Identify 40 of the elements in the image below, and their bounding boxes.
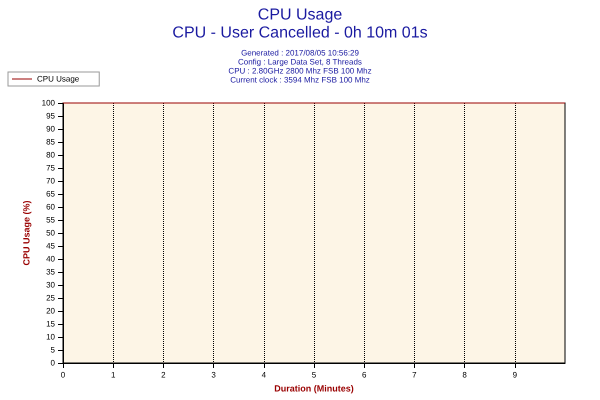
y-tick-label: 35 <box>46 268 56 276</box>
x-tick-label: 6 <box>362 370 367 380</box>
y-tick-label: 65 <box>46 190 56 198</box>
text: Generated : 2017/08/05 10:56:29 <box>241 48 360 58</box>
text: Config : Large Data Set, 8 Threads <box>238 58 362 66</box>
x-axis-title: Duration (Minutes) <box>274 383 354 394</box>
y-tick-label: 5 <box>50 346 56 354</box>
y-tick-label: 70 <box>46 176 56 186</box>
chart-title: CPU Usage <box>258 6 342 24</box>
y-tick-label: 100 <box>42 98 56 108</box>
x-tick-label: 8 <box>462 370 468 380</box>
x-tick-label: 4 <box>262 370 267 380</box>
y-tick-label: 80 <box>46 150 56 160</box>
y-tick-label: 75 <box>46 164 56 172</box>
y-tick-label: 95 <box>46 112 56 120</box>
x-tick-label: 0 <box>60 370 66 380</box>
text: CPU : 2.80GHz 2800 Mhz FSB 100 Mhz <box>228 66 372 76</box>
y-tick-label: 0 <box>50 358 56 368</box>
text: Current clock : 3594 Mhz FSB 100 Mhz <box>230 76 370 84</box>
x-tick-label: 7 <box>412 370 418 380</box>
y-axis-title: CPU Usage (%) <box>21 200 32 266</box>
x-tick-label: 1 <box>110 370 116 380</box>
y-tick-label: 90 <box>46 124 56 134</box>
y-tick-label: 15 <box>46 320 56 328</box>
x-tick-label: 9 <box>512 370 518 380</box>
y-tick-label: 60 <box>46 202 56 212</box>
y-tick-label: 30 <box>46 280 56 290</box>
x-tick-label: 3 <box>211 370 216 380</box>
y-tick-label: 25 <box>46 294 56 302</box>
x-tick-label: 5 <box>312 370 317 380</box>
x-tick-label: 2 <box>161 370 166 380</box>
y-tick-label: 45 <box>46 242 56 250</box>
chart-subtitle: CPU - User Cancelled - 0h 10m 01s <box>172 24 428 42</box>
legend-label: CPU Usage <box>37 74 80 84</box>
y-tick-label: 55 <box>46 216 56 224</box>
y-tick-label: 85 <box>46 138 56 146</box>
y-tick-label: 50 <box>46 228 56 238</box>
y-tick-label: 10 <box>46 332 56 342</box>
y-tick-label: 20 <box>46 306 56 316</box>
y-tick-label: 40 <box>46 254 56 264</box>
